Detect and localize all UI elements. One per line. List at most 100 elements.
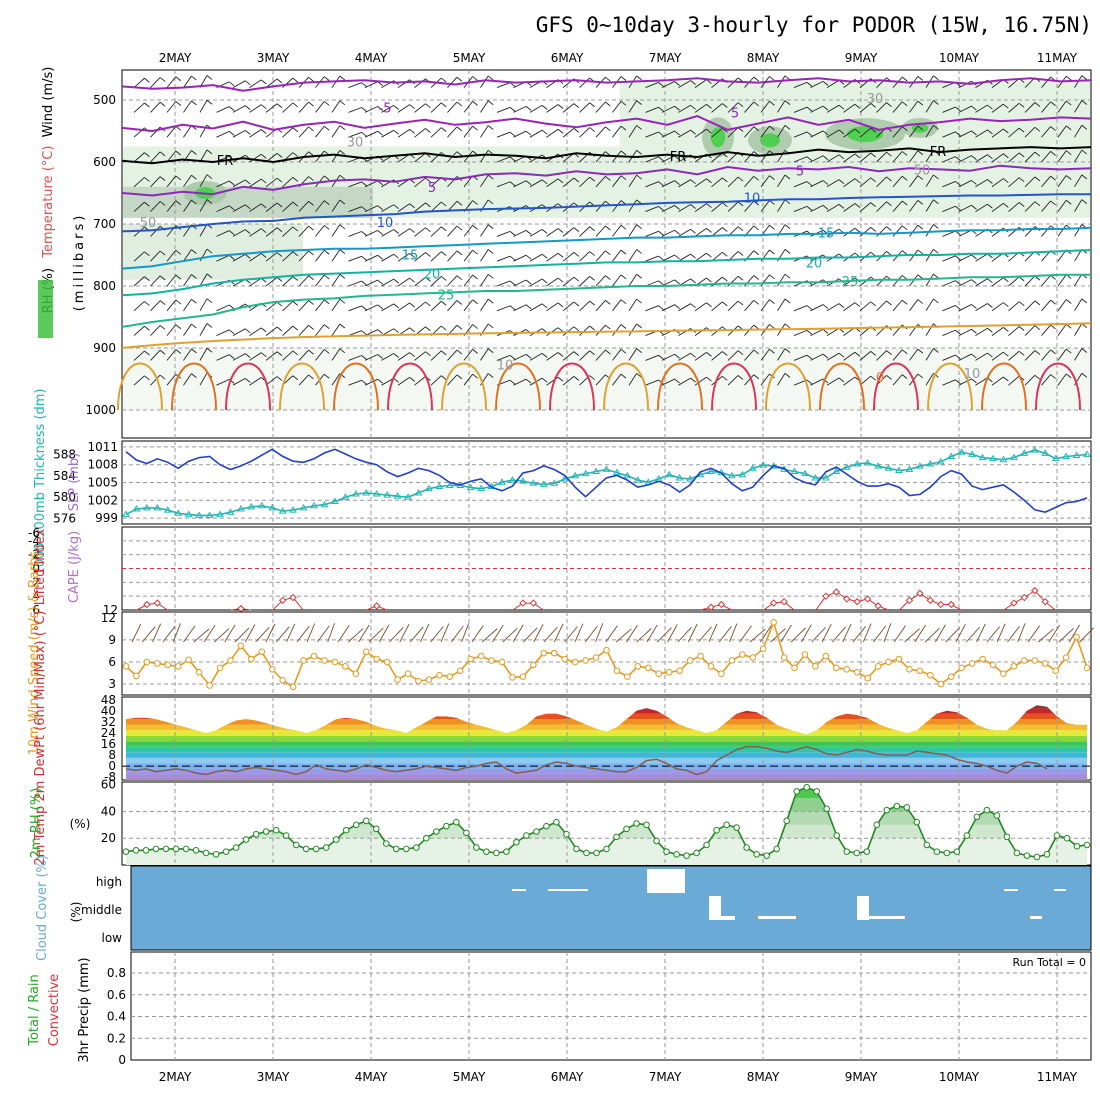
wind-barb-feather <box>674 180 680 186</box>
wind-barb <box>678 104 691 113</box>
wind-barb-feather <box>573 276 580 282</box>
wind-barb-feather <box>769 76 775 81</box>
wind-barb <box>595 300 606 312</box>
wind-barb <box>661 205 675 213</box>
rh-point <box>1043 850 1051 858</box>
wind-barb <box>364 205 378 213</box>
rh-point <box>1033 853 1041 861</box>
wind-barb-feather <box>806 106 813 112</box>
wind-barb-feather <box>589 300 595 306</box>
wind-barb-feather <box>620 249 627 255</box>
wind-barb <box>315 200 325 212</box>
wind-barb <box>595 126 606 138</box>
rh-point <box>503 848 510 855</box>
wind-barb-feather <box>1003 128 1009 134</box>
wind-barb <box>381 377 394 386</box>
thickness-point <box>550 479 559 486</box>
wind-barb-feather <box>784 199 791 205</box>
wind-barb-feather <box>605 300 611 305</box>
series-line <box>125 448 1088 513</box>
rh-point <box>1013 849 1021 857</box>
wind10-barb <box>440 623 450 643</box>
wind-barb <box>480 174 489 188</box>
wind-barb <box>942 255 956 262</box>
wind-barb <box>430 350 442 361</box>
wind10-point <box>968 660 976 667</box>
wind-barb-feather <box>557 228 564 233</box>
wind-barb <box>859 177 872 188</box>
wind-barb-feather <box>706 252 712 258</box>
wind-barb <box>562 276 575 287</box>
wind-barb-feather <box>838 303 845 308</box>
wind-barb <box>612 299 622 312</box>
wind10-point <box>1000 670 1007 677</box>
wind-barb-feather <box>690 352 696 358</box>
wind-barb-feather <box>784 373 791 378</box>
isotherm-line <box>121 77 1092 92</box>
wind-barb <box>496 131 511 138</box>
thickness-point <box>1009 453 1018 461</box>
wind-barb <box>810 304 824 312</box>
wind-barb-feather <box>175 200 182 206</box>
lifted-index-point <box>278 596 287 605</box>
wind-barb <box>760 200 770 212</box>
wind-barb-feather <box>658 156 664 162</box>
wind10-barb <box>378 624 390 643</box>
rh-point <box>603 845 610 853</box>
wind-barb <box>661 130 675 138</box>
wind-barb <box>1041 101 1051 113</box>
wind-barb-feather <box>1003 302 1009 307</box>
wind-barb <box>645 230 659 237</box>
svg-text:2m Temp 2m DewPt (6hr Min/Max): 2m Temp 2m DewPt (6hr Min/Max) (°C) <box>33 611 48 866</box>
lifted-index-point <box>1010 599 1018 607</box>
cloud-cell <box>857 916 905 919</box>
p1-ylabel: RH (%) Temperature (°C) Wind (m/s) <box>41 67 56 314</box>
wind-barb <box>628 249 638 262</box>
wind-barb <box>826 303 840 312</box>
wind-barb-feather <box>361 255 367 261</box>
wind-barb-feather <box>620 76 627 81</box>
wind-barb-feather <box>1003 178 1009 183</box>
thickness-point <box>707 467 715 475</box>
wind-barb-feather <box>393 328 399 334</box>
rh-point <box>312 845 320 853</box>
wind10-point <box>571 658 579 666</box>
lifted-tick-label: 0 <box>32 562 40 576</box>
wind10-barb <box>337 625 350 643</box>
rh-point <box>953 848 961 855</box>
wind10-barb <box>172 623 181 643</box>
wind-barb-feather <box>1081 124 1088 130</box>
wind-barb <box>166 76 177 88</box>
precip-tick-label: 0.4 <box>107 1010 126 1024</box>
wind-barb-feather <box>191 75 197 81</box>
wind-barb <box>397 203 410 212</box>
wind-barb-feather <box>191 150 197 155</box>
wind-barb <box>793 181 808 188</box>
rh-point <box>483 848 490 855</box>
rh-point <box>543 822 550 830</box>
thickness-point <box>519 477 527 484</box>
wind-barb-feather <box>409 327 415 333</box>
wind-barb <box>826 104 840 113</box>
temp-band <box>126 741 1087 747</box>
wind-barb-feather <box>901 349 908 355</box>
thickness-point <box>195 511 204 518</box>
wind-barb <box>694 352 707 361</box>
rh-point <box>202 849 210 857</box>
wind-barb-feather <box>886 350 892 355</box>
wind-barb-feather <box>589 325 595 331</box>
wind-barb <box>942 131 956 138</box>
wind-barb-feather <box>206 273 213 279</box>
isotherm-label: 50 <box>914 163 931 178</box>
wind10-point <box>373 655 380 663</box>
wind-barb-feather <box>636 298 642 304</box>
rh-point <box>903 804 911 811</box>
wind-barb-feather <box>674 279 680 285</box>
wind-barb <box>1041 200 1051 212</box>
wind-barb-feather <box>806 156 813 162</box>
wind-barb <box>859 276 872 287</box>
isotherm-label: 15 <box>402 248 419 263</box>
wind-barb <box>1074 323 1083 336</box>
wind-barb <box>414 78 426 88</box>
wind-barb <box>612 225 622 237</box>
